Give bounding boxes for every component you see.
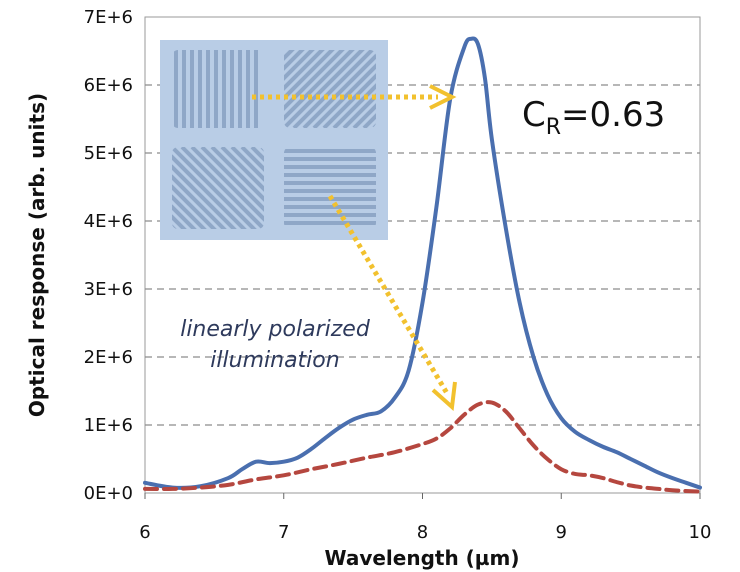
illumination-label-line1: linearly polarized xyxy=(180,317,371,342)
y-tick-label: 1E+6 xyxy=(84,415,133,436)
y-tick-label: 3E+6 xyxy=(84,279,133,300)
y-axis-title: Optical response (arb. units) xyxy=(25,93,49,417)
x-tick-label: 7 xyxy=(278,522,289,543)
contrast-ratio-label: CR=0.63 xyxy=(522,95,665,140)
y-tick-label: 6E+6 xyxy=(84,75,133,96)
x-tick-label: 8 xyxy=(417,522,428,543)
y-tick-label: 2E+6 xyxy=(84,347,133,368)
x-axis-ticks: 6 7 8 9 10 xyxy=(139,493,711,543)
y-tick-label: 7E+6 xyxy=(84,7,133,28)
cr-value: =0.63 xyxy=(561,95,665,135)
dashed-series-line xyxy=(143,400,702,494)
x-tick-label: 10 xyxy=(689,522,712,543)
x-tick-label: 9 xyxy=(556,522,567,543)
y-tick-label: 0E+0 xyxy=(84,483,133,504)
cr-main: C xyxy=(522,95,546,135)
x-tick-label: 6 xyxy=(139,522,150,543)
arrow-to-peak xyxy=(252,84,457,110)
series-group xyxy=(143,36,702,494)
gridlines xyxy=(145,84,700,426)
x-axis-title: Wavelength (µm) xyxy=(324,546,519,570)
y-tick-label: 4E+6 xyxy=(84,211,133,232)
y-tick-label: 5E+6 xyxy=(84,143,133,164)
y-axis-ticks: 0E+0 1E+6 2E+6 3E+6 4E+6 5E+6 6E+6 7E+6 xyxy=(84,7,133,504)
grating-inset-image xyxy=(160,40,388,240)
arrow-to-dashed-peak xyxy=(327,194,457,412)
illumination-label-line2: illumination xyxy=(210,348,339,373)
solid-series-line xyxy=(143,36,702,490)
cr-subscript: R xyxy=(546,115,561,140)
